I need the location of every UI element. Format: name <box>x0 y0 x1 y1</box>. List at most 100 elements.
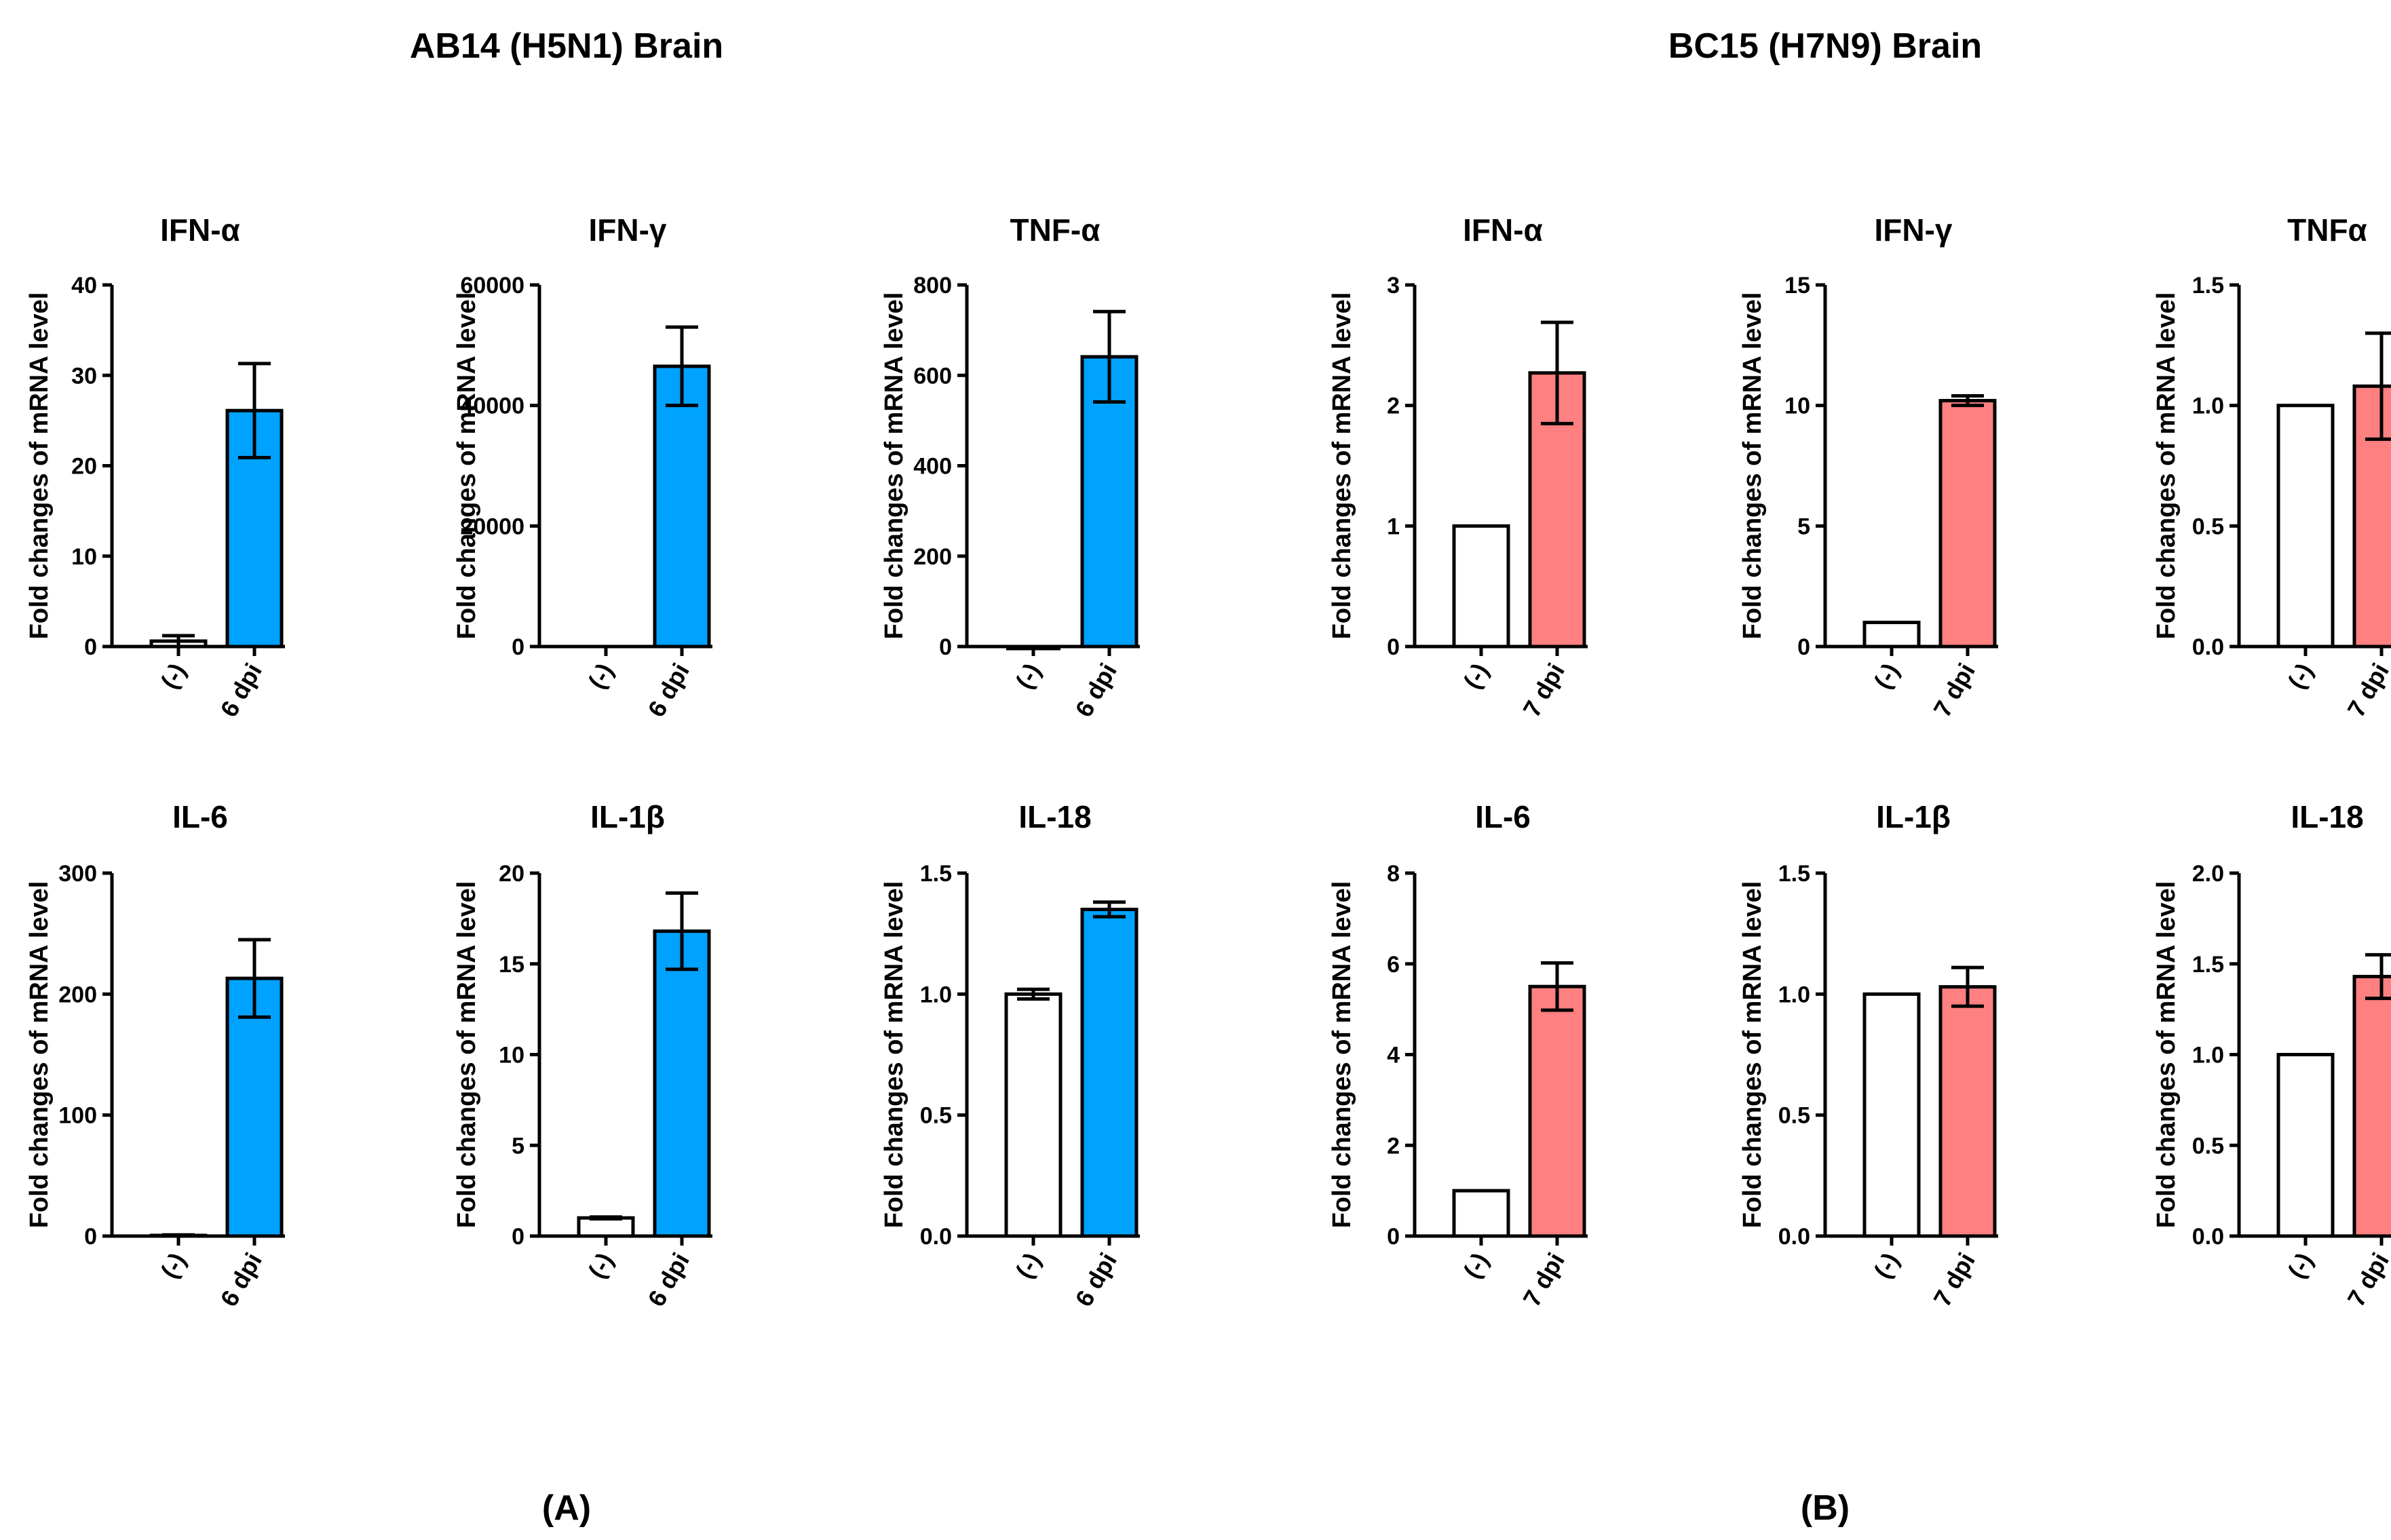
y-tick-label: 0 <box>84 1224 97 1250</box>
panel-a-title: AB14 (H5N1) Brain <box>410 26 723 66</box>
y-axis-label: Fold changes of mRNA level <box>25 292 54 640</box>
chart-a-il-1-: IL-1β Fold changes of mRNA level 0 5 10 15 20 (… <box>453 799 712 1311</box>
y-tick-label: 15 <box>1784 273 1810 299</box>
y-tick-label: 30 <box>71 363 97 389</box>
bar-control <box>1452 524 1510 649</box>
y-tick-label: 1.0 <box>920 982 952 1007</box>
y-tick-label: 0 <box>512 1224 524 1250</box>
y-tick-label: 0.5 <box>1778 1103 1810 1129</box>
chart-title: IL-18 <box>2291 799 2363 834</box>
y-tick-label: 20 <box>71 454 97 480</box>
y-tick-label: 1.5 <box>2192 952 2224 978</box>
x-category-label: 6 dpi <box>1069 659 1122 722</box>
chart-b-il-1-: IL-1β Fold changes of mRNA level 0.0 0.5 1.0… <box>1738 799 1998 1311</box>
y-tick-label: 200 <box>913 544 952 570</box>
y-tick-label: 6 <box>1387 952 1400 978</box>
chart-a-tnf-: TNF-α Fold changes of mRNA level 0 200 400 60… <box>880 212 1140 722</box>
chart-title: IFN-α <box>160 212 240 248</box>
y-axis-label: Fold changes of mRNA level <box>1328 881 1356 1229</box>
y-tick-label: 0.0 <box>920 1224 952 1250</box>
y-tick-label: 0.5 <box>920 1103 952 1129</box>
y-tick-label: 0.5 <box>2192 514 2224 539</box>
bar-control <box>577 1216 635 1238</box>
chart-a-il-6: IL-6 Fold changes of mRNA level 0 100 200 300… <box>25 799 285 1311</box>
y-axis-label: Fold changes of mRNA level <box>25 881 54 1229</box>
bar-infected <box>2352 384 2391 649</box>
chart-title: TNFα <box>2287 212 2367 248</box>
x-category-label: 7 dpi <box>1517 1248 1570 1311</box>
bar-control <box>1452 1189 1510 1238</box>
x-category-label: (-) <box>2282 1248 2318 1284</box>
bar-infected <box>1528 984 1586 1238</box>
chart-b-il-6: IL-6 Fold changes of mRNA level 0 2 4 6 8 (-) 7 … <box>1328 799 1588 1311</box>
y-axis-label: Fold changes of mRNA level <box>453 881 481 1229</box>
y-axis-label: Fold changes of mRNA level <box>880 292 908 640</box>
y-tick-label: 0 <box>1797 634 1810 660</box>
y-tick-label: 1.0 <box>2192 1043 2224 1069</box>
x-category-label: (-) <box>1457 1248 1493 1284</box>
y-tick-label: 10 <box>1784 393 1810 419</box>
bar-infected <box>1938 985 1997 1238</box>
x-category-label: 7 dpi <box>2341 1248 2391 1311</box>
y-tick-label: 0 <box>512 634 524 660</box>
bar-control <box>1862 620 1921 649</box>
chart-a-il-18: IL-18 Fold changes of mRNA level 0.0 0.5 1.0… <box>880 799 1140 1311</box>
panel-a-label: (A) <box>542 1488 591 1528</box>
y-tick-label: 0.0 <box>2192 634 2224 660</box>
bar-infected <box>653 364 711 649</box>
y-tick-label: 2.0 <box>2192 861 2224 887</box>
y-tick-label: 1.5 <box>2192 273 2224 299</box>
y-tick-label: 10 <box>71 544 97 570</box>
bar-infected <box>1938 399 1997 649</box>
y-tick-label: 0 <box>84 634 97 660</box>
y-tick-label: 600 <box>913 363 952 389</box>
chart-title: IFN-γ <box>589 212 667 248</box>
x-category-label: 6 dpi <box>214 659 267 722</box>
panel-b-title: BC15 (H7N9) Brain <box>1668 26 1982 66</box>
y-tick-label: 400 <box>913 454 952 480</box>
y-tick-label: 1 <box>1387 514 1400 539</box>
y-tick-label: 200 <box>58 982 97 1007</box>
bar-infected <box>225 976 284 1238</box>
bar-infected <box>1080 908 1139 1238</box>
y-tick-label: 40 <box>71 273 97 299</box>
chart-title: IL-6 <box>172 799 228 834</box>
bar-infected <box>653 929 711 1238</box>
y-tick-label: 1.0 <box>1778 982 1810 1007</box>
y-axis-label: Fold changes of mRNA level <box>1738 292 1767 640</box>
x-category-label: 7 dpi <box>1928 1248 1981 1311</box>
y-tick-label: 800 <box>913 273 952 299</box>
y-tick-label: 1.0 <box>2192 393 2224 419</box>
x-category-label: (-) <box>1868 1248 1904 1284</box>
bar-infected <box>2352 974 2391 1238</box>
chart-title: TNF-α <box>1010 212 1100 248</box>
bar-control <box>2276 404 2335 649</box>
bar-control <box>2276 1053 2335 1238</box>
y-tick-label: 1.5 <box>1778 861 1810 887</box>
y-tick-label: 1.5 <box>920 861 952 887</box>
x-category-label: (-) <box>582 659 618 694</box>
y-tick-label: 15 <box>499 952 524 978</box>
chart-title: IL-1β <box>1876 799 1951 834</box>
y-tick-label: 0.0 <box>2192 1224 2224 1250</box>
x-category-label: 6 dpi <box>642 659 695 722</box>
y-tick-label: 0 <box>1387 634 1400 660</box>
x-category-label: 7 dpi <box>1928 659 1981 722</box>
y-tick-label: 8 <box>1387 861 1400 887</box>
x-category-label: (-) <box>582 1248 618 1284</box>
y-tick-label: 60000 <box>460 273 524 299</box>
chart-title: IFN-γ <box>1875 212 1953 248</box>
x-category-label: (-) <box>1457 659 1493 694</box>
chart-title: IL-1β <box>590 799 665 834</box>
y-tick-label: 0.0 <box>1778 1224 1810 1250</box>
y-tick-label: 5 <box>512 1133 524 1159</box>
chart-b-ifn-: IFN-α Fold changes of mRNA level 0 1 2 3 (-) 7 … <box>1328 212 1588 722</box>
chart-b-il-18: IL-18 Fold changes of mRNA level 0.0 0.5 1.0… <box>2152 799 2391 1311</box>
x-category-label: 6 dpi <box>1069 1248 1122 1311</box>
bar-control <box>1862 992 1921 1238</box>
y-tick-label: 2 <box>1387 393 1400 419</box>
x-category-label: (-) <box>1010 1248 1046 1284</box>
y-tick-label: 0 <box>939 634 952 660</box>
